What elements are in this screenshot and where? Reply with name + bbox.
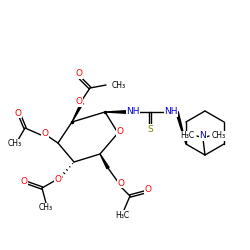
Text: CH₃: CH₃ [8, 140, 22, 148]
Text: O: O [54, 176, 62, 184]
Text: CH₃: CH₃ [212, 132, 226, 140]
Text: O: O [20, 176, 28, 186]
Text: S: S [147, 124, 153, 134]
Text: H₃C: H₃C [115, 210, 129, 220]
Polygon shape [72, 102, 83, 122]
Polygon shape [105, 110, 130, 114]
Text: H₃C: H₃C [180, 132, 194, 140]
Text: O: O [14, 108, 21, 118]
Text: NH: NH [126, 108, 140, 116]
Text: N: N [200, 132, 206, 140]
Text: NH: NH [164, 108, 178, 116]
Text: O: O [118, 178, 124, 188]
Polygon shape [176, 112, 186, 144]
Text: O: O [144, 184, 152, 194]
Text: O: O [116, 128, 123, 136]
Text: O: O [76, 70, 82, 78]
Polygon shape [100, 154, 109, 168]
Text: CH₃: CH₃ [112, 80, 126, 90]
Text: O: O [76, 98, 82, 106]
Text: CH₃: CH₃ [39, 204, 53, 212]
Text: O: O [42, 130, 48, 138]
